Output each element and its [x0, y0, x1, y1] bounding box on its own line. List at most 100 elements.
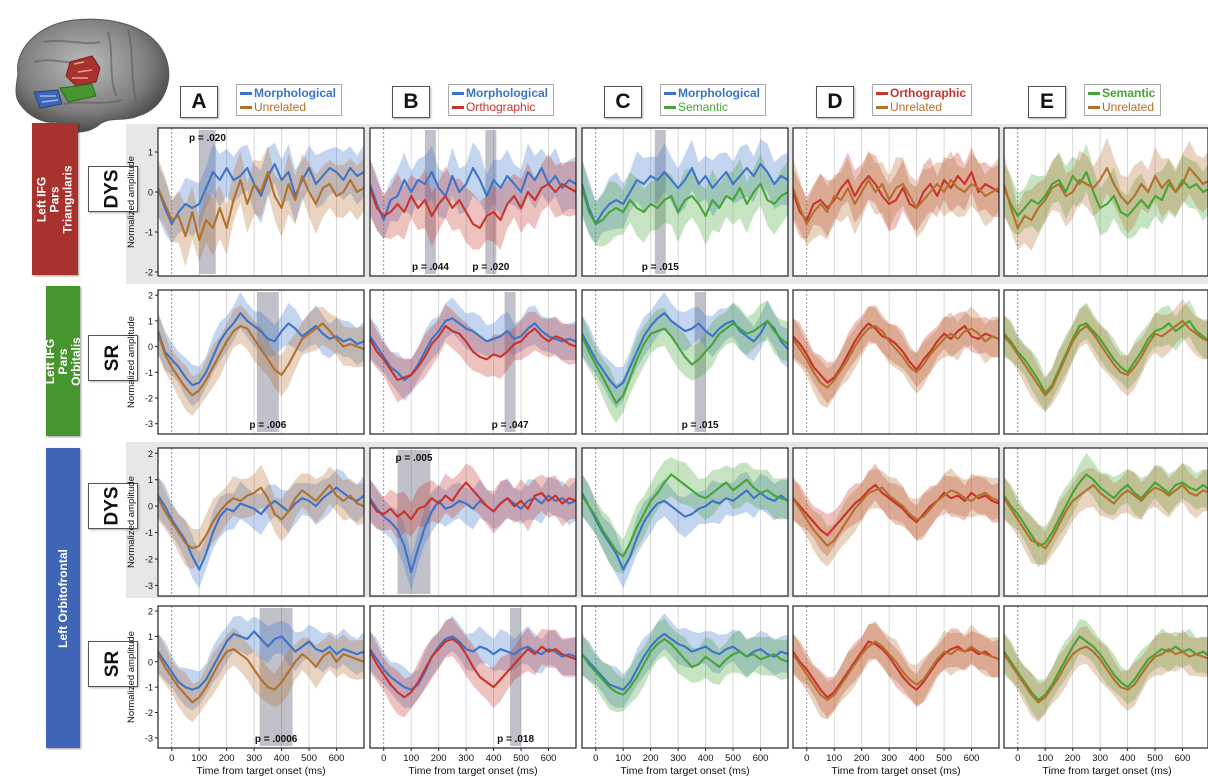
panel-d-4: 0 100 200 300 400 500 600 Time from target onse… [792, 605, 1000, 777]
x-tick-label: 500 [725, 753, 741, 764]
orthographic-confidence-band [370, 153, 576, 250]
x-tick-label: 100 [826, 753, 842, 764]
x-tick-label: 100 [191, 753, 207, 764]
legend-entry: Morphological [240, 86, 336, 100]
morphological-series-line [582, 632, 788, 691]
legend-entry: Unrelated [240, 100, 336, 114]
orthographic-confidence-band [370, 304, 576, 403]
morphological-confidence-band [370, 615, 576, 708]
p-value-label: p = .018 [497, 734, 534, 745]
significance-window [199, 130, 216, 274]
x-tick-label: 200 [854, 753, 870, 764]
x-tick-label: 100 [615, 753, 631, 764]
x-tick-label: 600 [541, 753, 557, 764]
legend-b: Morphological Orthographic [448, 84, 554, 116]
orthographic-series-line [370, 637, 576, 699]
orthographic-confidence-band [793, 305, 999, 404]
y-tick-label: -2 [145, 268, 153, 278]
x-tick-label: 300 [246, 753, 262, 764]
legend-entry: Semantic [1088, 86, 1155, 100]
plot-frame [792, 605, 1000, 749]
plot-area [1004, 290, 1208, 434]
p-value-label: p = .020 [189, 133, 226, 144]
significance-window [654, 130, 666, 274]
morphological-series-line [158, 312, 364, 387]
unrelated-series-line [793, 640, 999, 701]
orthographic-confidence-band [793, 147, 999, 240]
y-tick-label: 2 [148, 449, 153, 459]
unrelated-series-line [793, 324, 999, 389]
plot-area [1004, 606, 1208, 748]
y-tick-label: 0 [148, 342, 153, 352]
plot-area [582, 448, 788, 596]
plot-frame [369, 127, 577, 277]
semantic-series-line [582, 182, 788, 226]
plot-area [1004, 128, 1208, 276]
y-tick-label: -2 [145, 394, 153, 404]
unrelated-series-line [1004, 483, 1208, 550]
x-tick-label: 400 [274, 753, 290, 764]
panel-c-3 [581, 447, 789, 597]
semantic-confidence-band [582, 618, 788, 713]
column-header-a: A [180, 86, 218, 118]
y-tick-label: -1 [145, 228, 153, 238]
x-tick-label: 0 [1015, 753, 1020, 764]
significance-window [424, 130, 436, 274]
unrelated-confidence-band [793, 620, 999, 720]
significance-window [485, 130, 497, 274]
morphological-confidence-band [582, 292, 788, 409]
morphological-confidence-band [370, 142, 576, 240]
plot-frame [581, 447, 789, 597]
legend-a: Morphological Unrelated [236, 84, 342, 116]
panel-e-1 [1003, 127, 1208, 277]
morphological-confidence-band [582, 471, 788, 589]
morphological-confidence-band [370, 297, 576, 401]
morphological-series-line [158, 162, 364, 226]
orthographic-confidence-band [793, 623, 999, 718]
unrelated-confidence-band [158, 627, 364, 723]
morphological-series-line [370, 635, 576, 691]
plot-frame [792, 127, 1000, 277]
plot-area [582, 606, 788, 748]
y-tick-label: 2 [148, 291, 153, 301]
x-tick-label: 400 [486, 753, 502, 764]
unrelated-series-line [1004, 319, 1208, 397]
plot-area [793, 290, 999, 434]
x-tick-label: 400 [698, 753, 714, 764]
unrelated-confidence-band [793, 305, 999, 409]
x-tick-label: 0 [169, 753, 174, 764]
plot-area [793, 606, 999, 748]
plot-area [158, 606, 364, 748]
x-tick-label: 500 [513, 753, 529, 764]
p-value-label: p = .005 [395, 453, 432, 464]
x-tick-label: 300 [881, 753, 897, 764]
plot-frame [1003, 127, 1208, 277]
morphological-series-line [158, 630, 364, 691]
x-tick-label: 100 [403, 753, 419, 764]
semantic-series-line [1004, 473, 1208, 547]
y-axis-label: Normalized amplitude [126, 156, 137, 248]
group-label-dys-1: DYS [88, 166, 138, 212]
morphological-series-line [582, 312, 788, 389]
x-tick-label: 600 [329, 753, 345, 764]
morphological-confidence-band [582, 139, 788, 244]
panel-b-4: p = .018 0 100 200 300 400 500 600 Time from tar… [369, 605, 577, 777]
panel-b-1: p = .044 p = .020 [369, 127, 577, 277]
unrelated-series-line [158, 648, 364, 704]
semantic-confidence-band [1004, 143, 1208, 240]
morphological-series-line [370, 317, 576, 382]
x-tick-label: 200 [643, 753, 659, 764]
unrelated-series-line [1004, 166, 1208, 230]
plot-frame [792, 289, 1000, 435]
orthographic-series-line [370, 324, 576, 382]
y-tick-label: 0 [148, 502, 153, 512]
region-label-orbitofrontal: Left Orbitofrontal [46, 448, 80, 748]
x-tick-label: 200 [219, 753, 235, 764]
column-header-e: E [1028, 86, 1066, 118]
legend-entry: Semantic [664, 100, 760, 114]
panel-d-2 [792, 289, 1000, 435]
x-tick-label: 600 [1175, 753, 1191, 764]
y-tick-label: 0 [148, 657, 153, 667]
y-axis-label: Normalized amplitude [126, 631, 137, 723]
panel-d-3 [792, 447, 1000, 597]
